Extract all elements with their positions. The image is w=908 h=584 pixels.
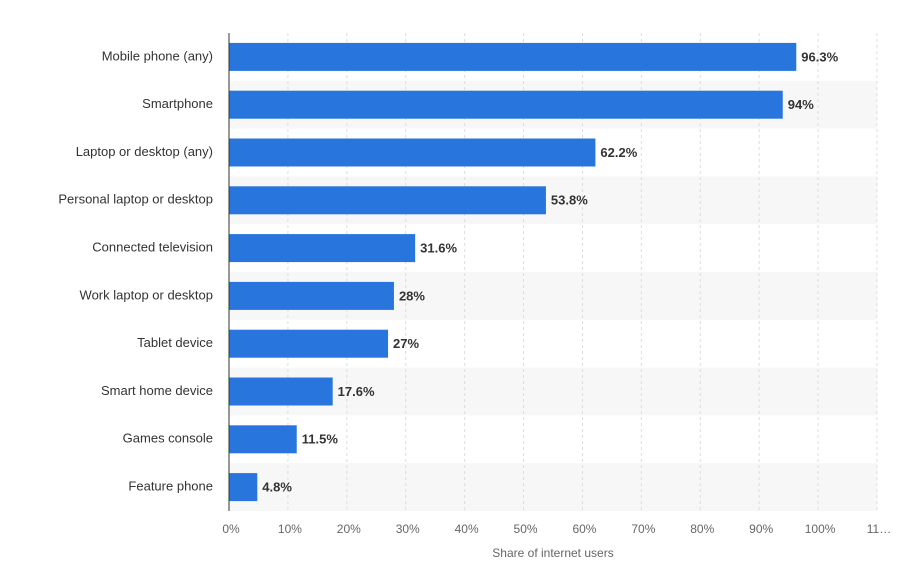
bar	[229, 281, 394, 310]
x-tick-label: 20%	[337, 522, 361, 536]
y-tick-label: Connected television	[92, 240, 213, 255]
y-tick-label: Smartphone	[142, 96, 213, 111]
bar	[229, 234, 416, 263]
value-label: 96.3%	[801, 49, 838, 64]
y-tick-label: Laptop or desktop (any)	[76, 144, 213, 159]
y-tick-label: Smart home device	[101, 383, 213, 398]
bar	[229, 425, 297, 454]
y-tick-label: Mobile phone (any)	[102, 48, 213, 63]
value-label: 28%	[399, 288, 425, 303]
value-label: 94%	[788, 97, 814, 112]
x-tick-label: 70%	[631, 522, 655, 536]
value-label: 31.6%	[420, 241, 457, 256]
bar	[229, 138, 596, 167]
y-tick-label: Work laptop or desktop	[80, 287, 213, 302]
bar	[229, 473, 258, 502]
y-tick-label: Personal laptop or desktop	[58, 192, 213, 207]
bar	[229, 90, 783, 119]
value-label: 11.5%	[302, 432, 339, 447]
row-band	[229, 463, 877, 511]
bar	[229, 329, 389, 358]
value-label: 62.2%	[600, 145, 637, 160]
bar	[229, 377, 333, 406]
x-tick-label: 90%	[749, 522, 773, 536]
y-tick-label: Feature phone	[128, 479, 213, 494]
x-tick-label: 0%	[222, 522, 240, 536]
x-tick-label: 10%	[278, 522, 302, 536]
x-tick-label: 100%	[805, 522, 836, 536]
value-label: 17.6%	[338, 384, 375, 399]
x-tick-label: 30%	[396, 522, 420, 536]
bar	[229, 42, 797, 71]
x-tick-label: 11…	[867, 522, 891, 536]
y-tick-label: Tablet device	[137, 335, 213, 350]
x-axis-title: Share of internet users	[492, 546, 613, 560]
x-tick-label: 60%	[572, 522, 596, 536]
x-tick-label: 40%	[455, 522, 479, 536]
row-band	[229, 367, 877, 416]
value-label: 4.8%	[262, 480, 292, 495]
value-label: 53.8%	[551, 193, 588, 208]
value-label: 27%	[393, 336, 419, 351]
y-tick-label: Games console	[123, 431, 213, 446]
x-tick-label: 50%	[514, 522, 538, 536]
bar	[229, 186, 546, 215]
x-tick-label: 80%	[690, 522, 714, 536]
